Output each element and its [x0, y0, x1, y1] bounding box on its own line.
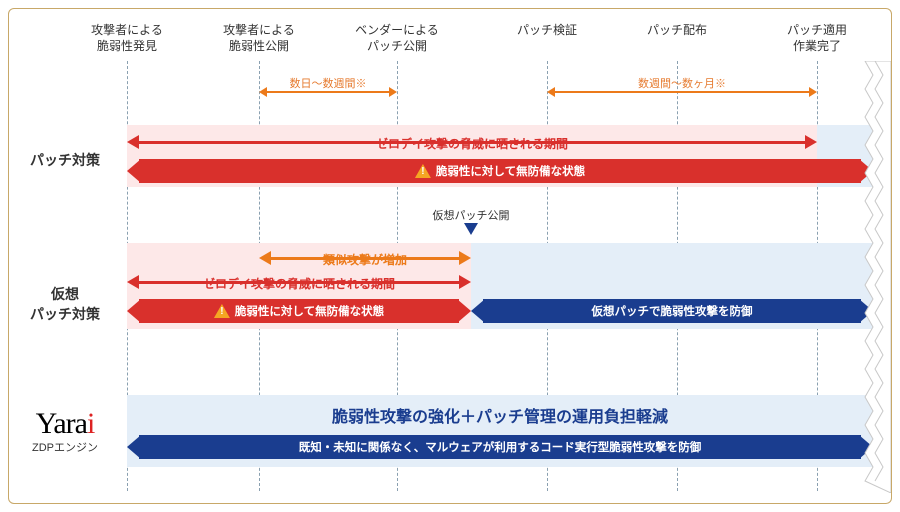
diagram-frame: 攻撃者による脆弱性発見攻撃者による脆弱性公開ベンダーによるパッチ公開パッチ検証パ…: [8, 8, 892, 504]
row-label: パッチ対策: [9, 151, 121, 171]
column-label: 攻撃者による脆弱性公開: [223, 23, 295, 54]
marker-icon: [464, 223, 478, 235]
column-label: ベンダーによるパッチ公開: [355, 23, 439, 54]
timeline-bar: 仮想パッチで脆弱性攻撃を防御: [483, 299, 861, 323]
timeline-bar: !脆弱性に対して無防備な状態: [139, 299, 459, 323]
timeline-bar: 既知・未知に関係なく、マルウェアが利用するコード実行型脆弱性攻撃を防御: [139, 435, 861, 459]
column-label: パッチ配布: [647, 23, 707, 39]
duration-label: 数週間～数ヶ月※: [638, 75, 726, 91]
column-label: 攻撃者による脆弱性発見: [91, 23, 163, 54]
yarai-logo: YaraiZDPエンジン: [21, 407, 109, 455]
timeline-text: 脆弱性攻撃の強化＋パッチ管理の運用負担軽減: [127, 405, 873, 425]
column-label: パッチ検証: [517, 23, 577, 39]
duration-arrow: [265, 91, 391, 93]
timeline-text: ゼロデイ攻撃の脅威に晒される期間: [127, 273, 471, 293]
column-label: パッチ適用作業完了: [787, 23, 847, 54]
duration-label: 数日～数週間※: [290, 75, 367, 91]
timeline-bar: !脆弱性に対して無防備な状態: [139, 159, 861, 183]
torn-edge-icon: [863, 61, 891, 491]
row-label: 仮想パッチ対策: [9, 285, 121, 324]
duration-arrow: [553, 91, 811, 93]
timeline-text: ゼロデイ攻撃の脅威に晒される期間: [127, 133, 817, 153]
timeline-text: 類似攻撃が増加: [259, 249, 471, 269]
diagram-content: 攻撃者による脆弱性発見攻撃者による脆弱性公開ベンダーによるパッチ公開パッチ検証パ…: [9, 9, 891, 503]
marker-label: 仮想パッチ公開: [433, 207, 510, 223]
